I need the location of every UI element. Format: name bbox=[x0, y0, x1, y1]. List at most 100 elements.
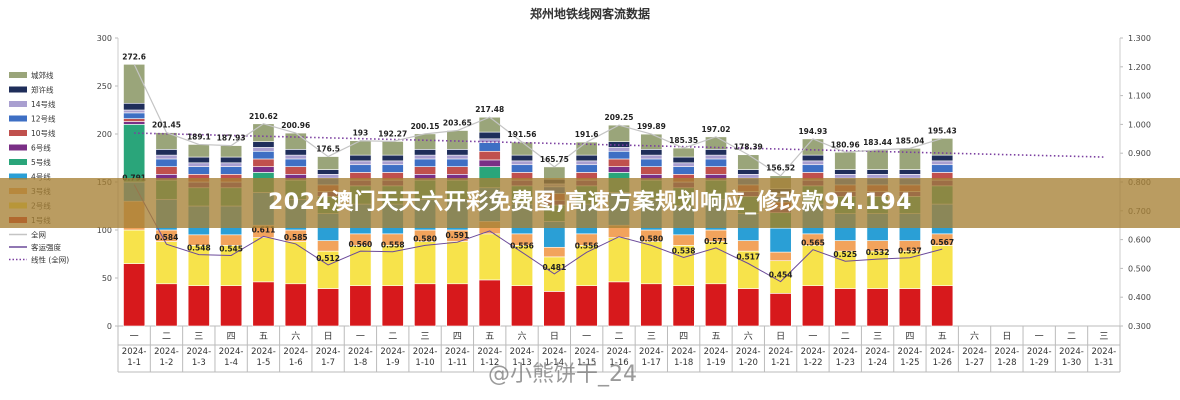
x-tick-label: 2024- 1-14 bbox=[541, 347, 567, 368]
bar-segment bbox=[414, 241, 437, 285]
x-tick-label: 2024- 1-24 bbox=[865, 347, 890, 368]
bar-segment bbox=[575, 164, 598, 173]
weekday-label: 一 bbox=[582, 332, 591, 342]
bar-segment bbox=[640, 166, 663, 175]
bar-segment bbox=[478, 150, 501, 161]
x-tick-label: 2024- 1-17 bbox=[638, 347, 664, 368]
bar-segment bbox=[931, 154, 954, 162]
banner-band bbox=[0, 178, 1180, 228]
bar-segment bbox=[187, 162, 210, 167]
bar-segment bbox=[575, 245, 598, 286]
x-tick-label: 2024- 1-26 bbox=[929, 347, 955, 368]
banner-text: 2024澳门天天六开彩免费图,高速方案规划响应_修改款94.194 bbox=[268, 190, 912, 215]
bar-segment bbox=[608, 166, 630, 173]
bar-segment bbox=[511, 245, 533, 286]
bar-segment bbox=[220, 166, 243, 175]
bar-segment bbox=[220, 285, 243, 327]
bar-segment bbox=[931, 164, 954, 173]
weekday-label: 六 bbox=[518, 330, 527, 342]
bar-segment bbox=[381, 160, 404, 166]
legend-label: 线性 (全网) bbox=[31, 255, 69, 265]
bar-segment bbox=[317, 288, 340, 327]
bar-segment bbox=[705, 283, 727, 327]
bar-segment bbox=[446, 166, 469, 175]
bar-segment bbox=[801, 160, 824, 166]
weekday-label: 一 bbox=[356, 332, 365, 342]
total-label: 200.96 bbox=[281, 121, 310, 130]
bar-segment bbox=[801, 285, 824, 327]
bar-segment bbox=[349, 140, 372, 156]
total-label: 210.62 bbox=[249, 112, 278, 121]
total-label: 272.6 bbox=[122, 52, 146, 61]
bar-segment bbox=[575, 160, 598, 166]
bar-segment bbox=[511, 160, 533, 166]
bar-segment bbox=[381, 154, 404, 162]
bar-segment bbox=[866, 169, 889, 175]
total-label: 185.04 bbox=[895, 136, 924, 145]
legend-swatch bbox=[9, 173, 27, 180]
bar-segment bbox=[284, 241, 307, 285]
total-label: 156.52 bbox=[766, 164, 795, 173]
x-tick-label: 2024- 1-13 bbox=[509, 347, 535, 368]
total-label: 178.39 bbox=[734, 143, 763, 152]
y2-tick-label: 0.400 bbox=[1128, 293, 1151, 302]
bar-segment bbox=[414, 149, 437, 156]
y-tick-label: 300 bbox=[97, 34, 112, 43]
bar-segment bbox=[155, 241, 178, 285]
x-tick-label: 2024- 1-27 bbox=[962, 347, 987, 368]
bar-segment bbox=[640, 158, 663, 167]
bar-segment bbox=[446, 154, 469, 160]
total-label: 192.27 bbox=[378, 129, 407, 138]
y-tick-label: 0 bbox=[107, 322, 112, 331]
bar-segment bbox=[123, 64, 146, 104]
bar-segment bbox=[834, 288, 857, 327]
bar-segment bbox=[446, 241, 469, 285]
bar-segment bbox=[898, 250, 921, 289]
bar-segment bbox=[640, 154, 663, 160]
bar-segment bbox=[640, 133, 663, 150]
legend-swatch bbox=[9, 101, 27, 107]
intensity-label: 0.565 bbox=[801, 239, 825, 248]
y-tick-label: 100 bbox=[97, 226, 112, 235]
trend-line bbox=[134, 132, 1104, 158]
legend-label: 4号线 bbox=[31, 172, 51, 182]
bar-segment bbox=[543, 291, 566, 327]
weekday-label: 二 bbox=[614, 332, 623, 342]
bar-segment bbox=[769, 227, 792, 253]
bar-segment bbox=[478, 279, 501, 327]
bar-segment bbox=[155, 166, 178, 175]
x-tick-label: 2024- 1-4 bbox=[218, 347, 244, 368]
bar-segment bbox=[123, 109, 146, 114]
total-label: 191.56 bbox=[508, 130, 537, 139]
bar-segment bbox=[672, 285, 695, 327]
x-tick-label: 2024- 1-12 bbox=[477, 347, 503, 368]
bar-segment bbox=[931, 160, 954, 166]
total-label: 195.43 bbox=[928, 126, 957, 135]
bar-segment bbox=[705, 149, 727, 156]
x-tick-label: 2024- 1-7 bbox=[315, 347, 341, 368]
total-label: 165.75 bbox=[540, 155, 569, 164]
bar-segment bbox=[640, 283, 663, 327]
bar-segment bbox=[284, 132, 307, 150]
y-tick-label: 200 bbox=[97, 130, 112, 139]
bar-segment bbox=[284, 283, 307, 327]
bar-segment bbox=[705, 154, 727, 160]
intensity-label: 0.517 bbox=[736, 253, 760, 262]
bar-segment bbox=[155, 154, 178, 160]
bar-segment bbox=[446, 158, 469, 167]
total-label: 185.35 bbox=[669, 136, 698, 145]
bar-segment bbox=[284, 154, 307, 160]
legend-label: 10号线 bbox=[31, 128, 56, 138]
bar-segment bbox=[608, 237, 630, 283]
bar-segment bbox=[155, 283, 178, 327]
bar-segment bbox=[123, 121, 146, 125]
x-tick-label: 2024- 1-19 bbox=[703, 347, 729, 368]
bar-segment bbox=[511, 141, 533, 156]
bar-segment bbox=[414, 283, 437, 327]
x-tick-label: 2024- 1-28 bbox=[994, 347, 1020, 368]
legend-label: 郑许线 bbox=[31, 85, 54, 95]
bar-segment bbox=[575, 154, 598, 162]
bar-segment bbox=[834, 169, 857, 175]
total-label: 201.45 bbox=[152, 121, 181, 130]
